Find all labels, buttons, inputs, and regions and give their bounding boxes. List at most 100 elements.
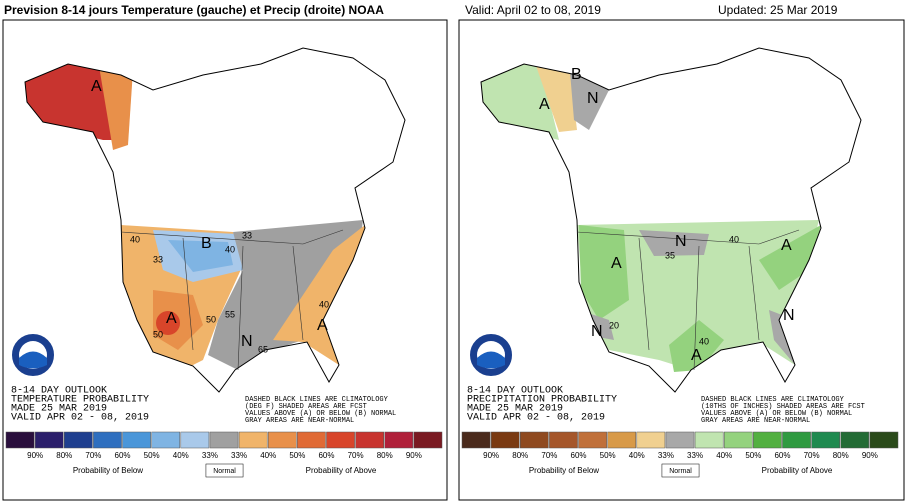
normal-box [661,463,700,478]
map-label: N [587,90,599,107]
temperature-panel: A B A N A 40 33 40 50 33 40 50 55 65 8-1… [2,19,448,501]
legend-swatch [93,431,122,449]
note-text: (DEG F) SHADED AREAS ARE FCST [245,403,367,411]
legend-swatch [607,431,637,449]
legend-label: 33% [658,451,674,460]
map-label: A [781,237,792,254]
legend-title: Probability of Above [306,466,377,475]
legend-label: 60% [571,451,587,460]
legend-label: 80% [512,451,528,460]
legend-swatch [840,431,870,449]
map-label: A [611,255,622,272]
outlook-text: MADE 25 MAR 2019 [467,404,563,415]
legend-label: 40% [260,451,276,460]
legend-label: 90% [27,451,43,460]
legend-title: Probability of Below [73,466,143,475]
legend-swatch [209,431,239,449]
legend-swatch [723,431,753,449]
legend-swatch [238,431,268,449]
legend-label: 60% [774,451,790,460]
noaa-logo [10,332,56,378]
contour-label: 40 [225,244,235,254]
contour-label: 50 [206,314,216,324]
map-label: A [166,310,177,327]
legend-label: 60% [115,451,131,460]
outlook-text: TEMPERATURE PROBABILITY [11,395,149,406]
legend-label: 33% [687,451,703,460]
outlook-text: 8-14 DAY OUTLOOK [467,386,563,397]
legend-label: 70% [348,451,364,460]
legend-label: 50% [144,451,160,460]
note-text: VALUES ABOVE (A) OR BELOW (B) NORMAL [245,410,396,418]
contour-label: 40 [319,299,329,309]
outlook-text: PRECIPITATION PROBABILITY [467,395,617,406]
legend-title: Probability of Above [762,466,833,475]
map-label: B [571,66,582,83]
legend-label: 40% [173,451,189,460]
note-text: GRAY AREAS ARE NEAR-NORMAL [701,417,810,425]
outlook-text: MADE 25 MAR 2019 [11,404,107,415]
map-label: A [317,317,328,334]
legend-swatch [869,431,899,449]
map-shading [25,48,405,392]
legend-swatch [753,431,782,449]
legend-label: 80% [377,451,393,460]
legend-swatch [5,431,35,449]
outlook-text: VALID APR 02 - 08, 2019 [467,413,605,424]
legend-title: Normal [669,468,692,475]
map-label: N [783,307,795,324]
contour-label: 33 [242,230,252,240]
legend-label: 40% [716,451,732,460]
legend-label: 80% [56,451,72,460]
note-text: (10THS OF INCHES) SHADED AREAS ARE FCST [701,403,865,411]
outlook-text: 8-14 DAY OUTLOOK [11,386,107,397]
legend-label: 90% [483,451,499,460]
legend-swatch [384,431,414,449]
contour-label: 50 [153,329,163,339]
legend-label: 40% [629,451,645,460]
legend-swatch [490,431,520,449]
legend-swatch [665,431,695,449]
map-label: N [241,333,253,350]
legend-label: 33% [202,451,218,460]
note-text: DASHED BLACK LINES ARE CLIMATOLOGY [245,396,389,404]
noaa-logo [468,332,514,378]
legend-swatch [267,431,297,449]
legend-label: 60% [318,451,334,460]
contour-label: 65 [258,344,268,354]
map-label: N [675,233,687,250]
legend-swatch [122,431,151,449]
outlook-text: VALID APR 02 - 08, 2019 [11,413,149,424]
contour-label: 40 [729,234,739,244]
contour-label: 35 [665,250,675,260]
contour-label: 55 [225,309,235,319]
map-label: B [201,235,212,252]
legend-swatch [578,431,607,449]
legend-label: 50% [289,451,305,460]
contour-label: 33 [153,254,163,264]
legend-label: 90% [406,451,422,460]
legend-swatch [461,431,491,449]
legend-swatch [549,431,578,449]
map-label: A [691,347,702,364]
legend-swatch [811,431,840,449]
map-label: A [91,78,102,95]
legend-swatch [326,431,355,449]
borders [120,229,344,371]
legend-label: 70% [541,451,557,460]
map-label: A [539,96,550,113]
legend-label: 70% [85,451,101,460]
contour-label: 40 [130,234,140,244]
precipitation-panel: B N N A A A N N A 40 35 40 20 8-14 DAY O… [458,19,905,501]
legend-label: 50% [745,451,761,460]
legend-swatch [151,431,181,449]
contour-label: 40 [699,336,709,346]
valid-date: Valid: April 02 to 08, 2019 [465,3,601,17]
legend-title: Probability of Below [529,466,599,475]
legend-label: 70% [804,451,820,460]
note-text: VALUES ABOVE (A) OR BELOW (B) NORMAL [701,410,852,418]
legend-swatch [34,431,64,449]
title: Prevision 8-14 jours Temperature (gauche… [4,3,384,17]
